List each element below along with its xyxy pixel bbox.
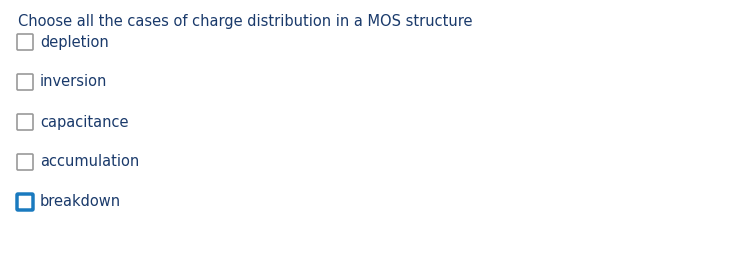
Text: inversion: inversion <box>40 75 108 90</box>
Text: depletion: depletion <box>40 35 109 50</box>
FancyBboxPatch shape <box>17 114 33 130</box>
FancyBboxPatch shape <box>17 154 33 170</box>
FancyBboxPatch shape <box>17 34 33 50</box>
Text: accumulation: accumulation <box>40 155 139 170</box>
FancyBboxPatch shape <box>17 194 33 210</box>
Text: capacitance: capacitance <box>40 115 129 130</box>
Text: breakdown: breakdown <box>40 195 121 210</box>
Text: Choose all the cases of charge distribution in a MOS structure: Choose all the cases of charge distribut… <box>18 14 472 29</box>
FancyBboxPatch shape <box>17 74 33 90</box>
